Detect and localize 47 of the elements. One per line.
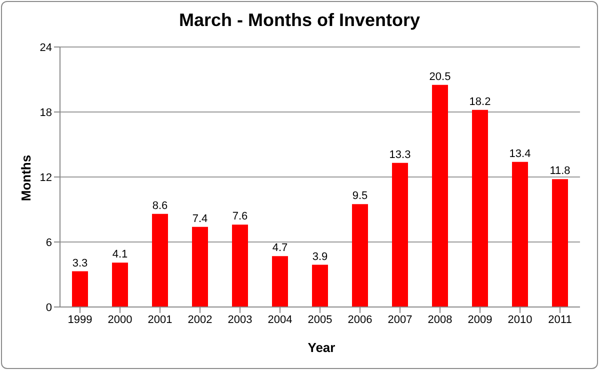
bar <box>512 162 528 307</box>
y-tick-label: 12 <box>40 172 52 184</box>
bar <box>432 84 448 307</box>
bar <box>72 271 88 307</box>
data-label: 11.8 <box>550 165 570 178</box>
x-tick-label: 2010 <box>508 314 532 326</box>
x-tick-label: 2003 <box>228 314 252 326</box>
x-tick-label: 2005 <box>308 314 332 326</box>
data-label: 7.6 <box>232 210 248 223</box>
data-label: 3.9 <box>312 250 328 263</box>
x-tick-label: 2001 <box>148 314 172 326</box>
x-tick-label: 2009 <box>468 314 492 326</box>
data-label: 13.4 <box>509 148 531 160</box>
chart-title: March - Months of Inventory <box>178 10 421 31</box>
data-label: 4.7 <box>272 242 288 254</box>
bar <box>232 224 248 307</box>
y-tick-label: 18 <box>40 106 52 119</box>
x-tick-label: 2006 <box>348 314 372 326</box>
x-tick-label: 2008 <box>428 314 452 326</box>
x-tick-label: 2011 <box>548 314 572 326</box>
y-tick-label: 6 <box>46 236 52 249</box>
x-tick-label: 2002 <box>188 314 212 326</box>
data-label: 7.4 <box>192 212 208 225</box>
data-label: 3.3 <box>72 257 88 270</box>
data-label: 13.3 <box>389 148 411 161</box>
bar <box>192 226 208 307</box>
bar <box>272 256 288 307</box>
x-tick-label: 2004 <box>268 314 292 326</box>
bar <box>312 264 328 307</box>
data-label: 9.5 <box>352 190 368 202</box>
x-tick-label: 2000 <box>108 314 132 326</box>
x-tick-label: 2007 <box>388 314 412 326</box>
y-axis-title: Months <box>18 154 34 202</box>
y-tick-label: 0 <box>46 302 52 314</box>
bar <box>552 179 568 307</box>
y-tick-label: 24 <box>40 42 52 54</box>
bar <box>392 162 408 307</box>
bar <box>352 204 368 307</box>
data-label: 8.6 <box>152 200 168 212</box>
x-axis-title: Year <box>306 340 336 355</box>
data-label: 4.1 <box>112 248 128 261</box>
bar <box>152 214 168 307</box>
bar <box>472 110 488 307</box>
data-label: 18.2 <box>469 96 491 108</box>
x-tick-label: 1999 <box>68 314 92 326</box>
data-label: 20.5 <box>429 70 451 83</box>
bar <box>112 262 128 307</box>
